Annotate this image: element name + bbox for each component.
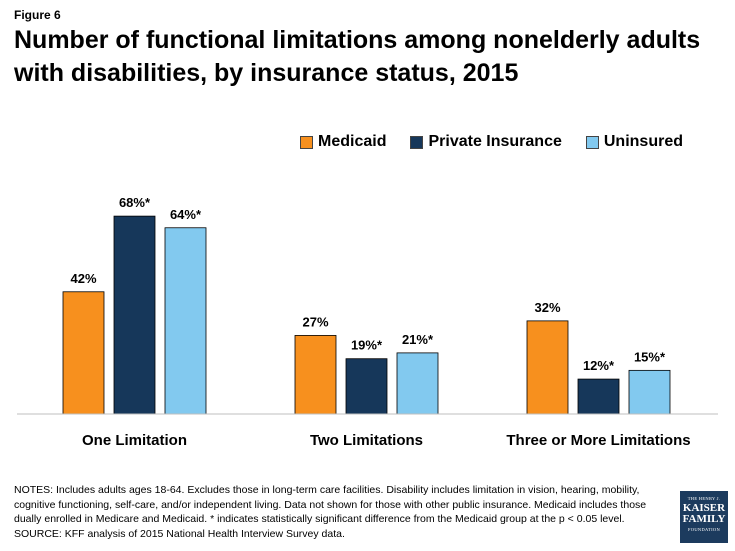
data-label-uninsured-one-limitation: 64%*	[170, 207, 202, 222]
bar-private-insurance-two-limitations	[345, 358, 388, 415]
data-label-medicaid-two-limitations: 27%	[302, 314, 328, 329]
figure-label: Figure 6	[14, 8, 61, 22]
legend-item-private-insurance: Private Insurance	[410, 133, 562, 151]
bar-uninsured-one-limitation	[164, 227, 207, 415]
category-label-three-or-more-limitations: Three or More Limitations	[506, 432, 690, 449]
legend-label-private-insurance: Private Insurance	[428, 133, 562, 150]
legend-label-uninsured: Uninsured	[603, 133, 683, 150]
logo-line-4: FOUNDATION	[688, 527, 720, 532]
data-label-medicaid-three-or-more-limitations: 32%	[534, 300, 560, 315]
bar-private-insurance-one-limitation	[113, 215, 156, 415]
logo-line-3: FAMILY	[682, 513, 726, 525]
data-label-private-insurance-one-limitation: 68%*	[119, 195, 151, 210]
chart-title: Number of functional limitations among n…	[14, 26, 701, 87]
kff-logo: THE HENRY J. KAISER FAMILY FOUNDATION	[680, 491, 728, 543]
category-label-one-limitation: One Limitation	[82, 432, 187, 449]
bar-chart: 42% 68%* 64%* One Limitation 27% 19%* 21%* Two …	[17, 195, 718, 449]
bar-medicaid-three-or-more-limitations	[526, 320, 569, 415]
legend-swatch-uninsured	[585, 135, 599, 149]
data-label-uninsured-three-or-more-limitations: 15%*	[634, 349, 666, 364]
logo-line-1: THE HENRY J.	[687, 496, 721, 501]
bar-private-insurance-three-or-more-limitations	[577, 378, 620, 415]
logo-line-2: KAISER	[682, 502, 726, 514]
legend-swatch-private-insurance	[410, 135, 424, 149]
category-label-two-limitations: Two Limitations	[310, 432, 423, 449]
legend-swatch-medicaid	[300, 135, 313, 149]
legend-label-medicaid: Medicaid	[318, 133, 387, 150]
notes-text: NOTES: Includes adults ages 18-64. Exclu…	[14, 484, 647, 541]
bar-medicaid-two-limitations	[294, 335, 337, 415]
bar-uninsured-three-or-more-limitations	[628, 369, 671, 415]
data-label-medicaid-one-limitation: 42%	[70, 271, 96, 286]
data-label-private-insurance-two-limitations: 19%*	[351, 338, 383, 353]
legend-item-medicaid: Medicaid	[300, 133, 386, 151]
data-label-private-insurance-three-or-more-limitations: 12%*	[583, 358, 615, 373]
chart-legend: Medicaid Private Insurance Uninsured	[300, 133, 683, 151]
bar-uninsured-two-limitations	[396, 352, 439, 415]
data-label-uninsured-two-limitations: 21%*	[402, 332, 434, 347]
bar-medicaid-one-limitation	[62, 291, 105, 415]
legend-item-uninsured: Uninsured	[585, 133, 683, 151]
